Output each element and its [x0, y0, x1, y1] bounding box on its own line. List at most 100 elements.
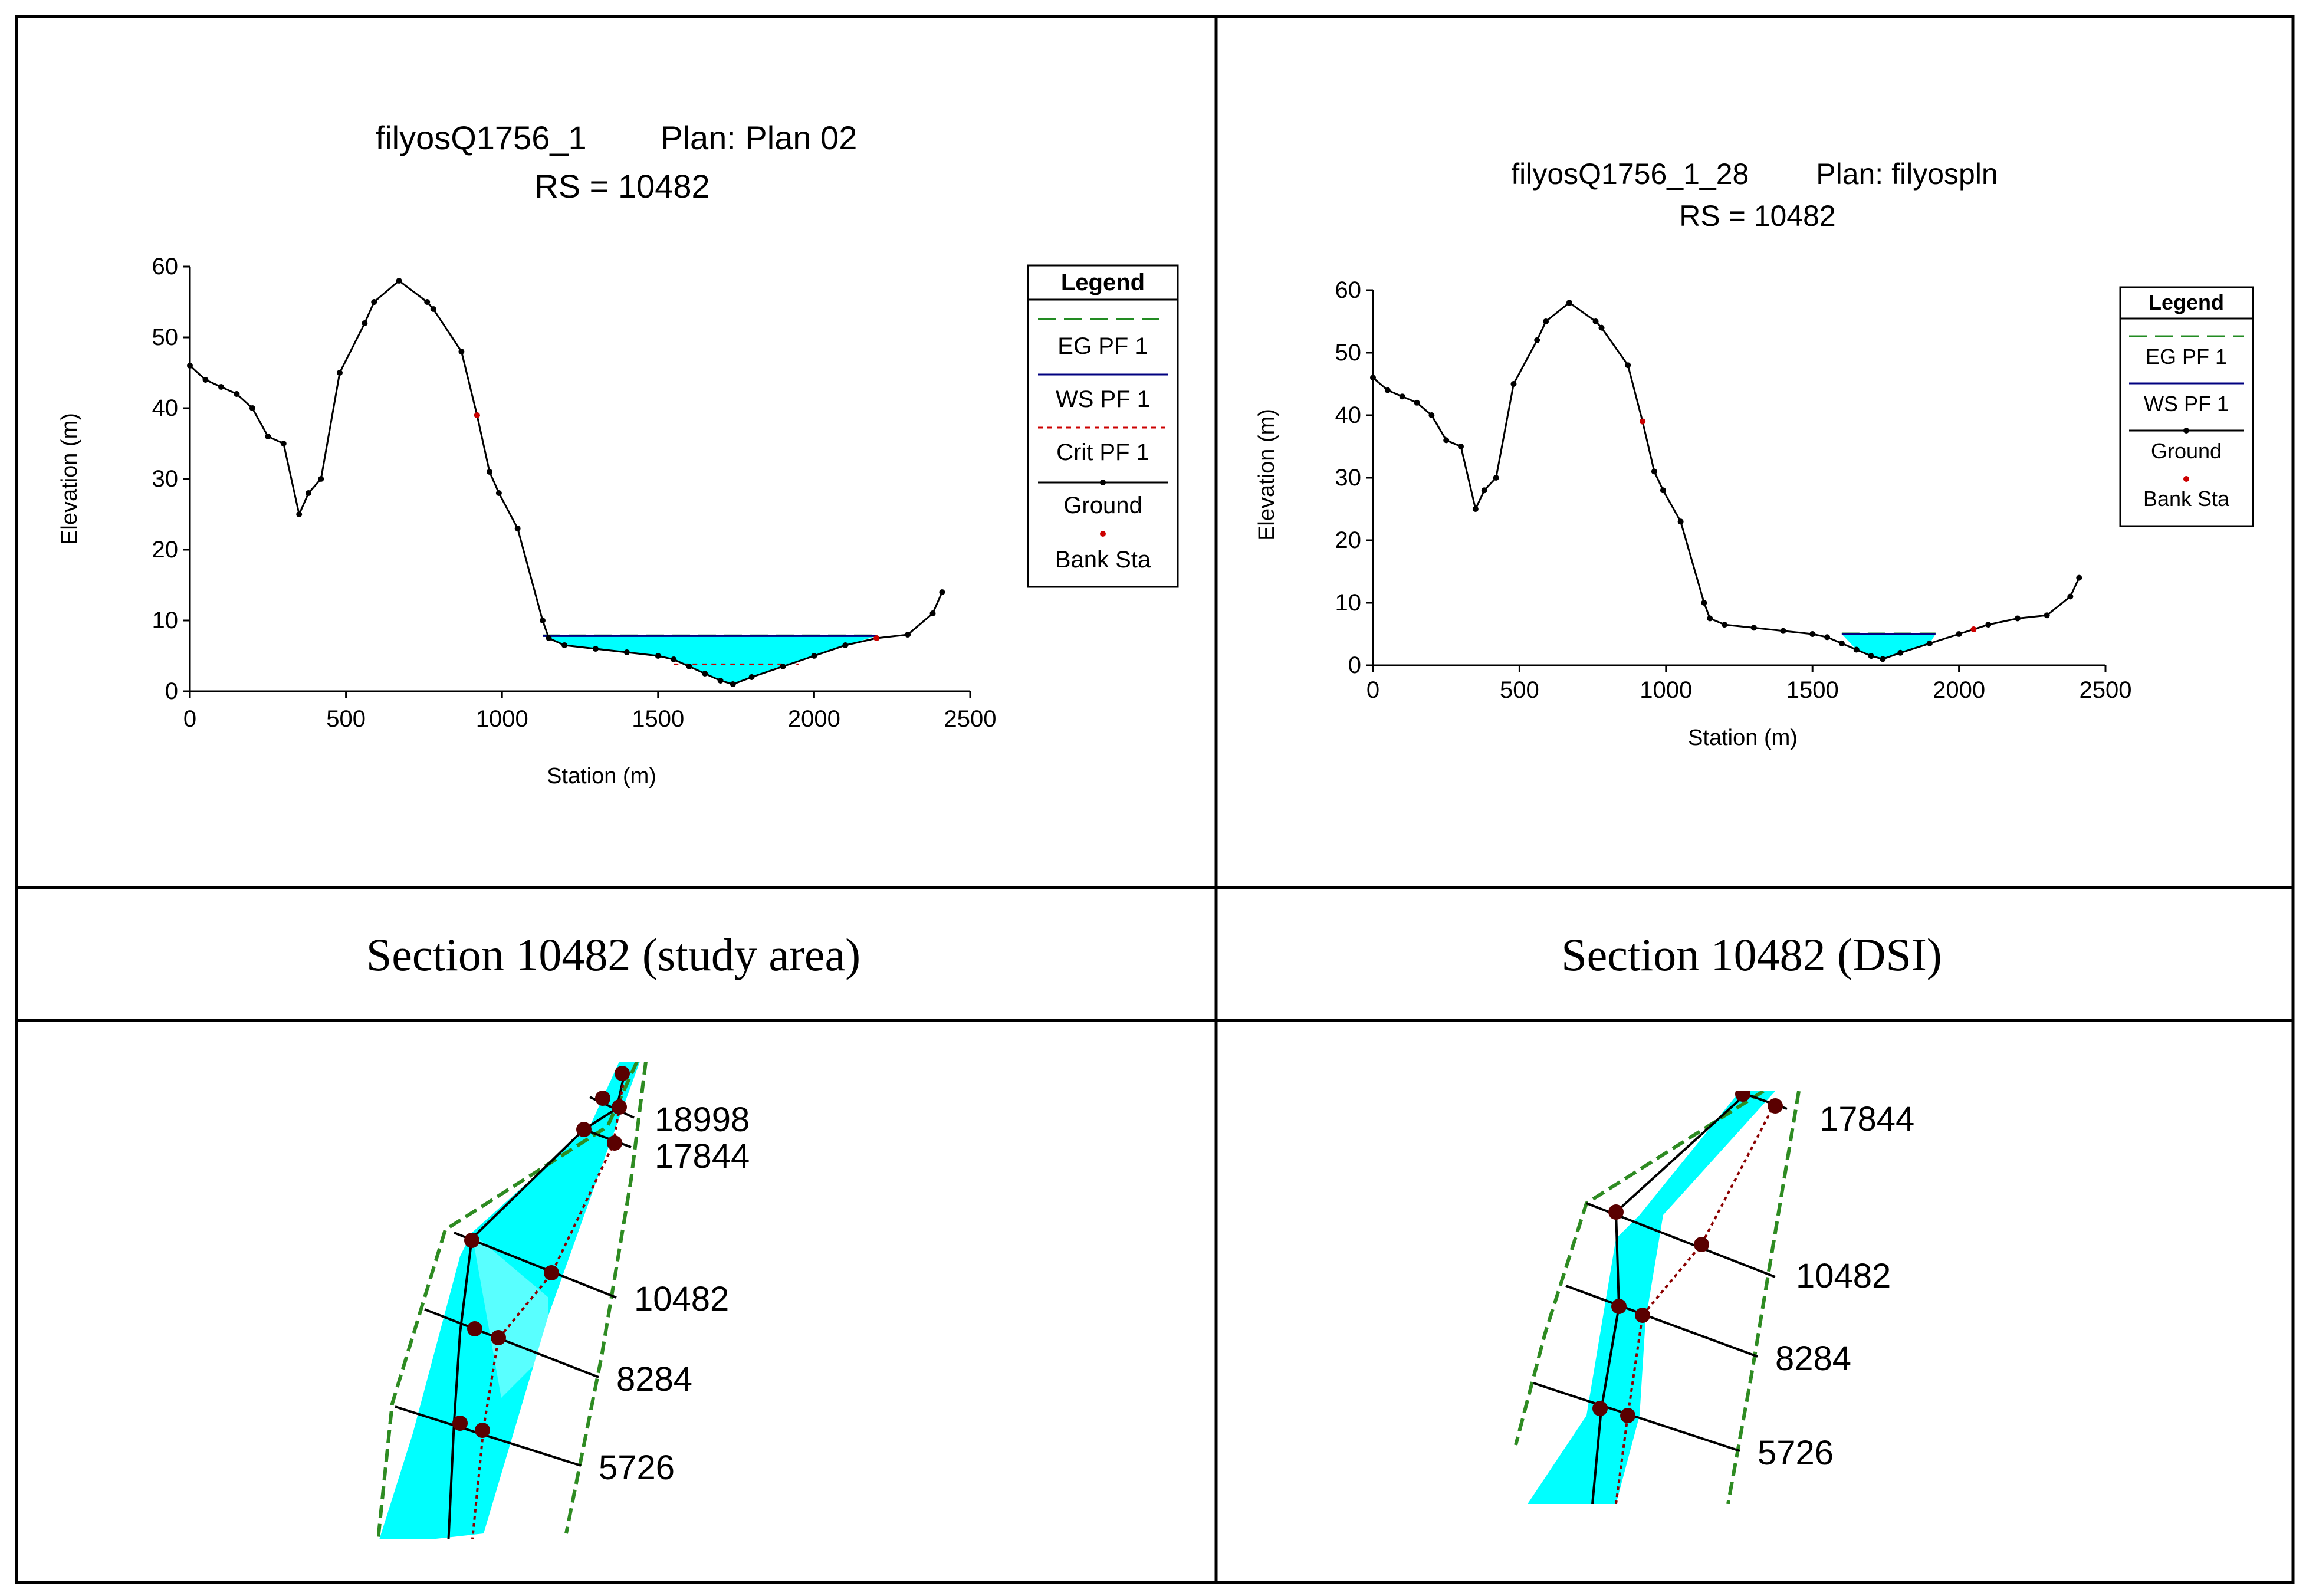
x-tick-label: 500 — [1500, 677, 1539, 703]
chart-right-plot: 0 500 1000 1500 2000 2500 0 10 20 30 40 50 60 — [1335, 277, 2132, 703]
ground-point — [362, 320, 368, 326]
caption-right: Section 10482 (DSI) — [1561, 929, 1942, 980]
y-tick-label: 20 — [1335, 527, 1362, 553]
chart-left-plot: 0 500 1000 1500 2000 2500 0 10 20 30 40 50 60 — [152, 254, 997, 732]
map-right: 17844 10482 8284 5726 — [1514, 1091, 1914, 1504]
ground-point — [1677, 518, 1684, 525]
ground-point — [1458, 444, 1464, 449]
legend-bank-marker — [1100, 531, 1106, 537]
legend-bank-marker — [2183, 476, 2189, 482]
ground-point — [1722, 622, 1728, 628]
chart-left-title-name: filyosQ1756_1 — [376, 119, 587, 156]
ground-point — [655, 653, 661, 659]
ground-point — [1399, 393, 1405, 400]
ground-point — [748, 674, 755, 680]
ground-point — [1592, 318, 1599, 324]
chart-right-ylabel: Elevation (m) — [1254, 409, 1279, 541]
ground-point — [430, 306, 436, 312]
ground-point — [539, 618, 546, 623]
ground-point — [623, 649, 630, 655]
ground-point — [2044, 612, 2050, 619]
map-left-node — [467, 1321, 482, 1336]
map-right-node — [1735, 1091, 1750, 1102]
map-right-label-8284: 8284 — [1775, 1339, 1851, 1378]
legend-ground-marker — [2183, 428, 2189, 434]
y-tick-label: 10 — [152, 607, 179, 633]
y-tick-label: 10 — [1335, 590, 1362, 616]
map-left-node — [576, 1122, 592, 1137]
bank-station-marker — [1640, 418, 1646, 425]
x-tick-label: 2500 — [944, 706, 997, 732]
map-right-node — [1620, 1408, 1635, 1423]
chart-right-title-name: filyosQ1756_1_28 — [1511, 157, 1749, 191]
chart-left-ylabel: Elevation (m) — [57, 413, 82, 545]
ground-point — [1481, 487, 1487, 494]
ground-point — [1625, 362, 1631, 369]
ground-point — [202, 377, 209, 383]
x-tick-label: 2000 — [1933, 677, 1985, 703]
ground-point — [424, 299, 431, 305]
y-tick-label: 60 — [1335, 277, 1362, 303]
ground-point — [546, 635, 552, 641]
legend-title: Legend — [1061, 270, 1145, 295]
ground-point — [1414, 399, 1420, 406]
ground-point — [1809, 631, 1816, 637]
ground-point — [1838, 640, 1845, 646]
ground-point — [218, 384, 224, 390]
map-left-xs-17844 — [583, 1128, 632, 1148]
chart-right: filyosQ1756_1_28 Plan: filyospln RS = 10… — [1254, 157, 2254, 750]
legend-item-ws: WS PF 1 — [2144, 392, 2229, 416]
map-left-label-8284: 8284 — [616, 1360, 692, 1398]
map-left-node — [475, 1423, 490, 1438]
ground-point — [1472, 506, 1479, 512]
ground-point — [561, 642, 568, 648]
ground-point — [1384, 387, 1391, 393]
legend-item-ground: Ground — [1063, 492, 1142, 518]
legend-item-ws: WS PF 1 — [1056, 386, 1150, 412]
ground-point — [811, 653, 817, 659]
legend-item-bank: Bank Sta — [1055, 547, 1151, 573]
ground-point — [1780, 628, 1786, 634]
map-right-node — [1592, 1401, 1608, 1416]
map-right-node — [1768, 1098, 1783, 1114]
legend-item-eg: EG PF 1 — [1057, 333, 1148, 359]
ground-point — [686, 664, 692, 669]
ground-point — [1880, 656, 1886, 662]
legend-title: Legend — [2149, 290, 2224, 314]
y-tick-label: 20 — [152, 537, 179, 563]
bank-station-marker — [1970, 626, 1977, 633]
ground-point — [187, 363, 193, 369]
x-tick-label: 500 — [326, 706, 366, 732]
ground-point — [939, 589, 945, 595]
map-right-label-17844: 17844 — [1819, 1100, 1914, 1138]
legend-box — [1027, 264, 1179, 588]
caption-left: Section 10482 (study area) — [366, 929, 860, 980]
ground-point — [2014, 615, 2021, 622]
ground-point — [1956, 631, 1962, 637]
ground-point — [1493, 475, 1499, 481]
map-right-water — [1528, 1091, 1775, 1504]
ground-point — [1853, 646, 1860, 653]
ground-point — [265, 434, 271, 439]
ground-point — [318, 476, 324, 482]
map-left-node — [491, 1330, 506, 1345]
legend-item-crit: Crit PF 1 — [1056, 439, 1149, 465]
y-tick-label: 50 — [1335, 340, 1362, 366]
map-left: 18998 17844 10482 8284 5726 — [377, 1062, 750, 1539]
y-tick-label: 50 — [152, 324, 179, 350]
ground-point — [487, 469, 493, 475]
ground-point — [842, 642, 849, 648]
ground-point — [371, 299, 377, 305]
x-tick-label: 1500 — [1786, 677, 1839, 703]
map-right-label-10482: 10482 — [1796, 1257, 1891, 1295]
legend-item-bank: Bank Sta — [2143, 487, 2230, 511]
map-left-node — [595, 1091, 610, 1106]
x-tick-label: 1000 — [1640, 677, 1692, 703]
ground-point — [1443, 437, 1450, 444]
legend-item-ground: Ground — [2151, 439, 2222, 463]
x-tick-label: 1500 — [632, 706, 684, 732]
y-tick-label: 30 — [152, 466, 179, 492]
ground-point — [396, 278, 402, 284]
map-right-xs-8284 — [1565, 1285, 1758, 1358]
